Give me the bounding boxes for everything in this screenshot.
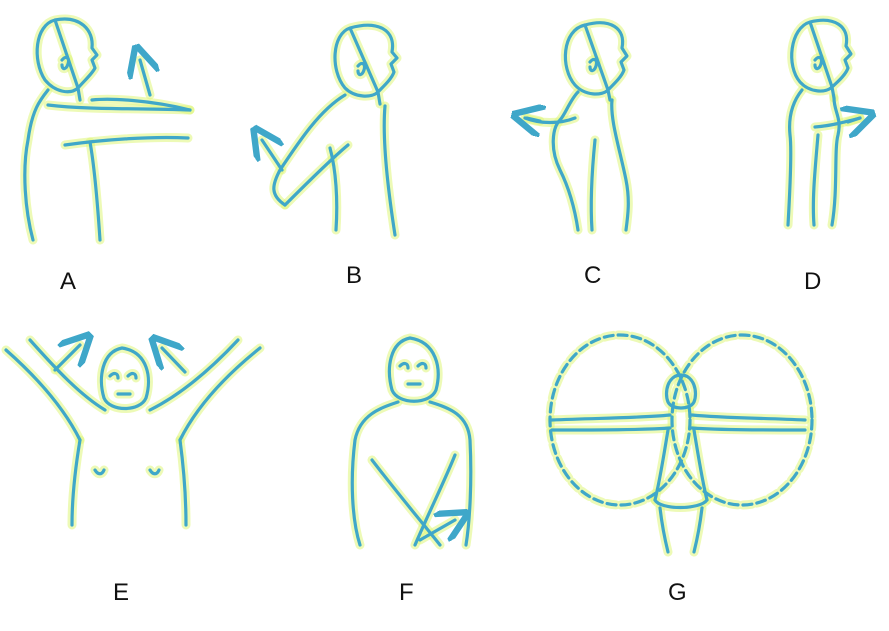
figure-e-shoulder-abduction: [1, 340, 265, 530]
panel-label-b: B: [346, 262, 363, 289]
figure-f-shoulder-adduction: [347, 333, 476, 550]
panel-label-c: C: [584, 262, 602, 289]
figure-g-shoulder-circumduction: [545, 330, 817, 557]
panel-label-g: G: [668, 579, 687, 606]
panel-label-a: A: [60, 268, 77, 295]
figure-b-shoulder-extension: [262, 20, 402, 240]
panel-label-e: E: [113, 579, 130, 606]
panel-label-f: F: [399, 579, 414, 606]
panel-label-d: D: [804, 268, 822, 295]
figure-d-shoulder-external-rotation: [783, 15, 860, 230]
figure-c-shoulder-internal-rotation: [525, 18, 633, 235]
figure-a-shoulder-flexion: [20, 14, 195, 245]
